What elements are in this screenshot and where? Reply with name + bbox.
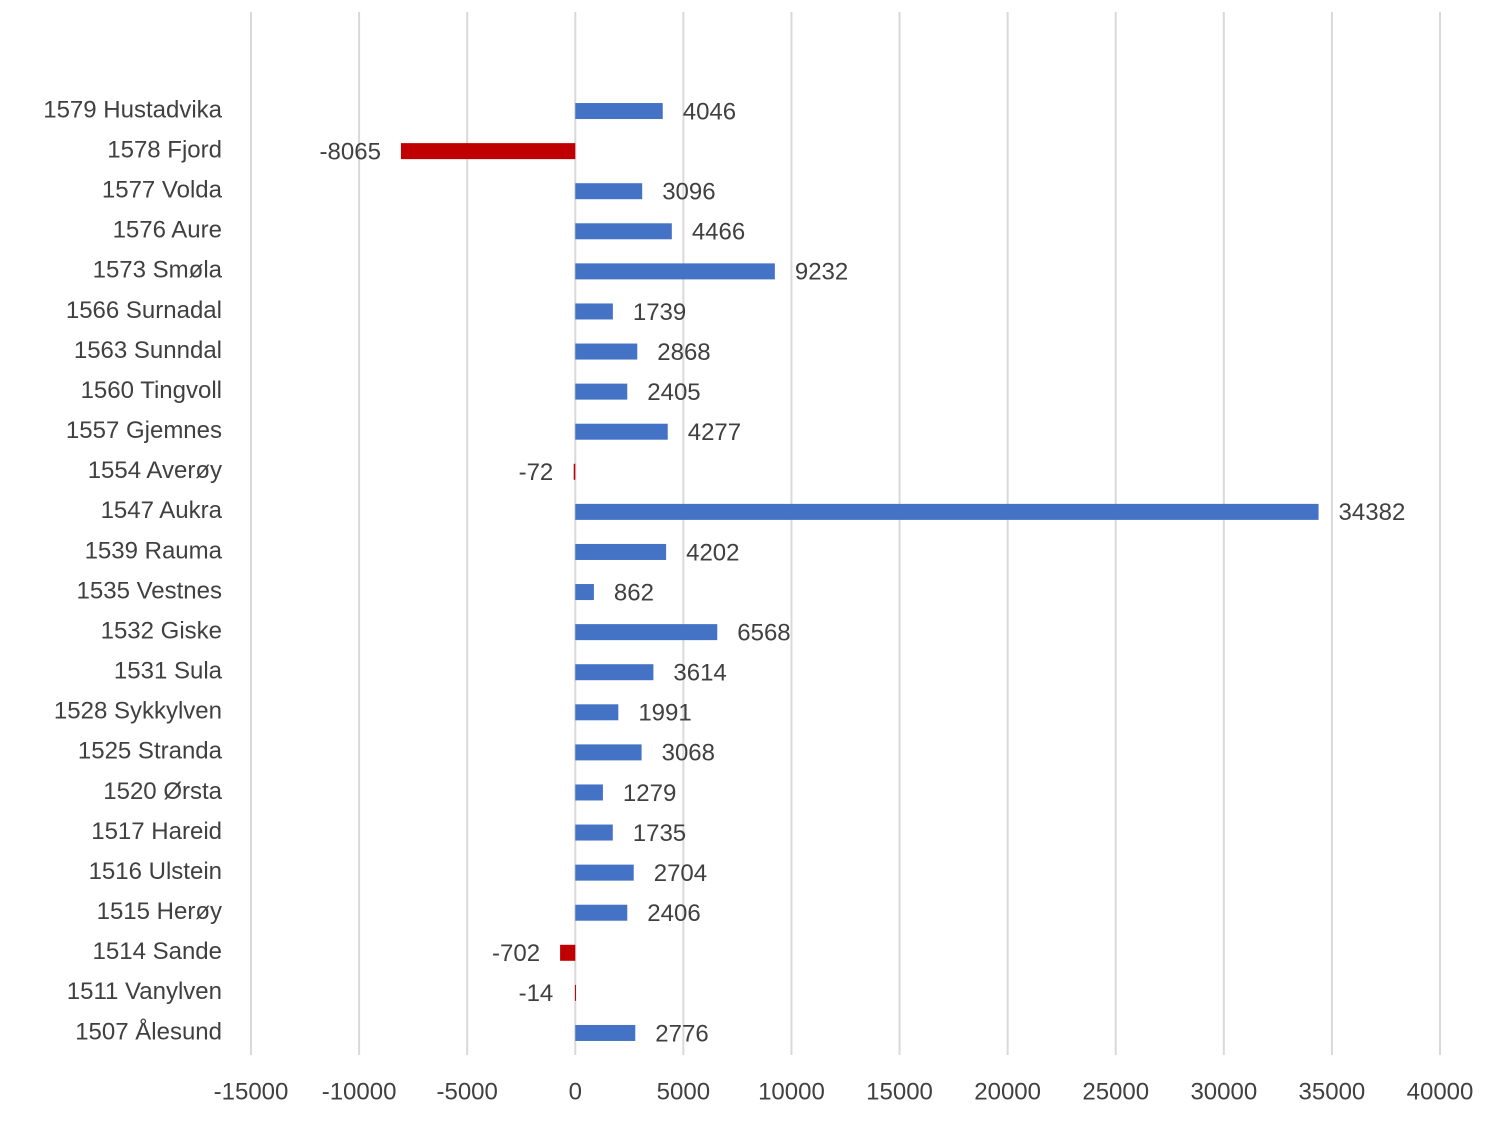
x-tick-label: 0 — [569, 1078, 582, 1105]
x-tick-label: 5000 — [657, 1078, 710, 1105]
data-label: 3096 — [662, 179, 715, 206]
x-tick-label: 30000 — [1190, 1078, 1257, 1105]
data-label: 3068 — [662, 740, 715, 767]
bar — [575, 423, 668, 440]
bar — [575, 223, 672, 240]
bar — [575, 624, 718, 641]
data-label: 2406 — [647, 900, 700, 927]
y-tick-label: 1532 Giske — [101, 617, 222, 644]
data-label: -8065 — [320, 138, 381, 165]
x-tick-label: 10000 — [758, 1078, 825, 1105]
y-tick-label: 1516 Ulstein — [89, 858, 222, 885]
data-label: 9232 — [795, 259, 848, 286]
y-tick-label: 1515 Herøy — [97, 898, 222, 925]
x-tick-label: -10000 — [322, 1078, 397, 1105]
bar — [575, 103, 663, 120]
bar — [575, 784, 603, 801]
bar — [575, 1024, 636, 1041]
bar — [575, 503, 1319, 520]
y-tick-label: 1525 Stranda — [78, 738, 223, 765]
y-tick-label: 1578 Fjord — [107, 136, 222, 163]
bar — [575, 343, 638, 360]
data-label: 1991 — [638, 700, 691, 727]
bar — [575, 904, 628, 921]
y-tick-label: 1514 Sande — [93, 938, 222, 965]
data-label: 1735 — [633, 820, 686, 847]
y-tick-label: 1507 Ålesund — [75, 1017, 222, 1045]
data-label: 4046 — [683, 98, 736, 125]
data-label: -72 — [519, 459, 554, 486]
y-tick-label: 1573 Smøla — [93, 257, 223, 284]
x-tick-label: 35000 — [1299, 1078, 1366, 1105]
y-tick-label: 1535 Vestnes — [77, 577, 222, 604]
x-tick-label: -5000 — [436, 1078, 497, 1105]
data-label: 4466 — [692, 219, 745, 246]
bar — [573, 463, 576, 480]
bar — [575, 864, 634, 881]
data-label: -702 — [492, 940, 540, 967]
data-label: 862 — [614, 579, 654, 606]
y-tick-label: 1517 Hareid — [91, 818, 222, 845]
y-tick-label: 1560 Tingvoll — [81, 377, 222, 404]
y-tick-label: 1566 Surnadal — [66, 297, 222, 324]
y-tick-label: 1520 Ørsta — [103, 778, 222, 805]
bar — [400, 143, 576, 160]
x-tick-label: 25000 — [1082, 1078, 1149, 1105]
x-tick-label: 40000 — [1407, 1078, 1474, 1105]
data-label: 34382 — [1339, 499, 1406, 526]
data-label: 3614 — [673, 660, 726, 687]
y-tick-label: 1579 Hustadvika — [43, 96, 222, 123]
data-label: 2405 — [647, 379, 700, 406]
data-label: -14 — [519, 980, 554, 1007]
data-label: 4277 — [688, 419, 741, 446]
data-label: 4202 — [686, 539, 739, 566]
y-tick-label: 1576 Aure — [113, 217, 222, 244]
data-label: 1279 — [623, 780, 676, 807]
bar — [574, 984, 576, 1001]
bar — [575, 744, 642, 761]
bar — [575, 383, 628, 400]
data-label: 6568 — [737, 619, 790, 646]
y-tick-label: 1511 Vanylven — [67, 978, 222, 1005]
y-tick-label: 1557 Gjemnes — [66, 417, 222, 444]
bar — [575, 584, 594, 601]
bar — [575, 303, 613, 320]
x-tick-label: 15000 — [866, 1078, 933, 1105]
data-label: 1739 — [633, 299, 686, 326]
y-tick-label: 1563 Sunndal — [74, 337, 222, 364]
bar — [560, 944, 576, 961]
bar — [575, 664, 654, 681]
y-tick-label: 1554 Averøy — [88, 457, 222, 484]
data-label: 2704 — [654, 860, 707, 887]
y-tick-label: 1539 Rauma — [85, 537, 223, 564]
bar — [575, 263, 775, 280]
x-tick-label: 20000 — [974, 1078, 1041, 1105]
y-tick-label: 1547 Aukra — [101, 497, 223, 524]
bar — [575, 183, 643, 200]
y-tick-label: 1531 Sula — [114, 658, 223, 685]
bar — [575, 543, 667, 560]
bar — [575, 704, 619, 721]
data-label: 2776 — [655, 1020, 708, 1047]
data-label: 2868 — [657, 339, 710, 366]
bar — [575, 824, 613, 841]
y-tick-label: 1528 Sykkylven — [54, 698, 222, 725]
x-tick-label: -15000 — [214, 1078, 289, 1105]
y-tick-label: 1577 Volda — [102, 177, 223, 204]
